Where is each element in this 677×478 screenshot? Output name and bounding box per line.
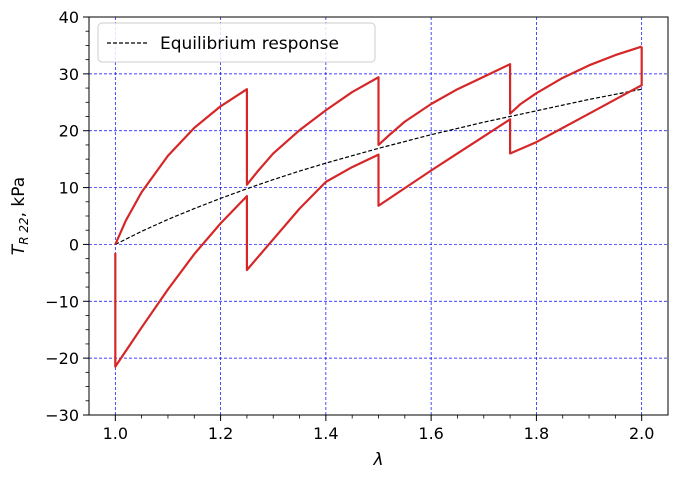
y-tick-label: 40 (59, 8, 79, 27)
minor-ticks (85, 30, 616, 419)
hysteresis-curve-2 (114, 45, 643, 245)
y-tick-label: −30 (45, 406, 79, 425)
y-axis-label-main: T (9, 243, 29, 255)
y-tick-label: 10 (59, 179, 79, 198)
x-tick-label: 1.6 (418, 424, 443, 443)
y-tick-label: 20 (59, 122, 79, 141)
legend: Equilibrium response (97, 22, 376, 63)
legend-box (97, 22, 376, 63)
y-tick-label: −10 (45, 292, 79, 311)
x-tick-label: 1.4 (313, 424, 338, 443)
x-tick-label: 1.2 (208, 424, 233, 443)
series-layer (114, 45, 643, 368)
y-tick-label: −20 (45, 349, 79, 368)
y-tick-label: 30 (59, 65, 79, 84)
legend-entry-equilibrium: Equilibrium response (160, 34, 339, 54)
y-axis-label: TR 22, kPa (9, 177, 31, 255)
major-ticks: 1.0 1.2 1.4 1.6 1.8 2.0 −30 −20 −10 0 10 20 30 40 (45, 8, 654, 443)
x-tick-label: 1.0 (103, 424, 128, 443)
hysteresis-curve-1 (114, 46, 643, 368)
y-axis-label-sub: R 22 (17, 217, 31, 244)
plot-frame (88, 16, 669, 416)
y-tick-label: 0 (69, 235, 79, 254)
equilibrium-response-line (115, 88, 642, 245)
x-axis-label: λ (372, 450, 383, 470)
x-tick-label: 2.0 (629, 424, 654, 443)
x-tick-label: 1.8 (524, 424, 549, 443)
y-axis-label-unit: , kPa (9, 177, 29, 218)
